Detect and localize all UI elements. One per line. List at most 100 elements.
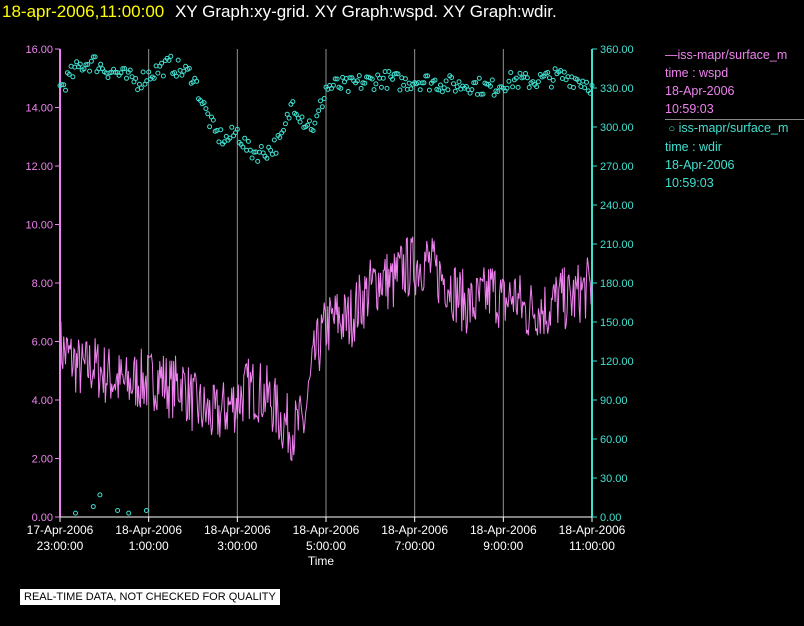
series-wdir-point [92, 54, 98, 60]
legend-wdir-date: 18-Apr-2006 [665, 158, 735, 172]
series-wdir-point [319, 104, 325, 110]
series-wdir-point [203, 106, 209, 112]
series-wdir-point [120, 66, 126, 72]
series-wdir-point [140, 69, 146, 75]
series-wdir-point [59, 82, 65, 88]
series-wdir-point [441, 85, 447, 91]
series-wdir-point [247, 147, 253, 153]
series-wdir-point [159, 60, 165, 66]
series-wdir-point [146, 69, 152, 75]
series-wdir-point [297, 119, 303, 125]
series-wdir-point [293, 111, 299, 117]
x-tick-label-time: 9:00:00 [483, 539, 523, 553]
y-right-tick-label: 240.00 [600, 200, 634, 212]
series-wdir-point [378, 84, 384, 90]
y-left-tick-label: 16.00 [25, 44, 53, 56]
x-tick-label-date: 18-Apr-2006 [559, 523, 626, 537]
series-wdir-point [508, 70, 514, 75]
series-wdir-point [251, 149, 257, 155]
series-wdir-outlier-point [115, 508, 121, 513]
window-title: 18-apr-2006,11:00:00 XY Graph:xy-grid. X… [2, 0, 557, 24]
series-wdir-point [504, 85, 510, 91]
y-right-tick-label: 30.00 [600, 473, 628, 485]
series-wdir-point [286, 115, 292, 121]
series-wdir-point [526, 85, 532, 90]
legend-divider [665, 119, 804, 120]
y-left-tick-label: 2.00 [32, 454, 53, 466]
series-wdir-point [476, 75, 482, 81]
series-wdir-point [255, 158, 261, 164]
series-wdir-point [395, 71, 401, 77]
series-wdir-point [175, 57, 181, 63]
series-wdir-outlier-point [97, 492, 103, 498]
x-tick-label-date: 18-Apr-2006 [381, 523, 448, 537]
series-wdir-point [354, 78, 360, 84]
series-wdir-point [487, 83, 493, 89]
legend-wdir-var: time : wdir [665, 140, 722, 154]
series-wdir-point [449, 75, 455, 80]
series-wdir-point [249, 155, 255, 161]
series-wdir-point [334, 76, 340, 82]
series-wdir-point [151, 75, 157, 81]
series-wdir-point [421, 80, 427, 86]
y-left-tick-label: 0.00 [32, 512, 53, 524]
series-wdir-point [432, 77, 438, 83]
series-wdir-point [356, 73, 362, 79]
series-wspd-line [59, 236, 593, 462]
series-wdir-point [439, 89, 445, 95]
y-left-tick-label: 4.00 [32, 395, 53, 407]
legend-wspd-time: 10:59:03 [665, 102, 714, 116]
series-wdir-point [201, 100, 207, 106]
series-wdir-point [386, 69, 392, 74]
series-wdir-point [345, 89, 351, 94]
series-wdir-point [380, 75, 386, 81]
series-wdir-point [534, 84, 540, 90]
y-right-tick-label: 330.00 [600, 83, 634, 95]
series-wdir-point [423, 73, 429, 79]
series-wdir-point [207, 124, 213, 130]
series-wdir-point [332, 76, 338, 82]
series-wdir-point [155, 70, 161, 76]
series-wdir-outlier-point [90, 504, 96, 510]
series-wdir-point [443, 78, 449, 84]
series-wdir-point [373, 81, 379, 87]
series-wdir-point [277, 135, 283, 140]
series-wdir-point [369, 76, 375, 82]
series-wdir-point [419, 80, 425, 86]
y-right-tick-label: 300.00 [600, 122, 634, 134]
series-wdir-point [229, 124, 235, 130]
y-right-tick-label: 180.00 [600, 278, 634, 290]
series-wdir-point [61, 82, 67, 88]
series-wdir-point [478, 91, 484, 97]
legend-wspd-date: 18-Apr-2006 [665, 84, 735, 98]
series-wdir-point [489, 77, 495, 83]
series-wdir-point [210, 117, 216, 123]
series-wdir-point [510, 84, 516, 90]
series-wdir-point [299, 114, 305, 120]
series-wdir-point [181, 68, 187, 74]
series-wdir-point [535, 79, 541, 85]
legend-wdir: ○ iss-mapr/surface_m time : wdir 18-Apr-… [665, 119, 804, 192]
series-wdir-point [445, 87, 451, 93]
series-wdir-point [438, 82, 443, 88]
series-wdir-point [205, 111, 211, 117]
series-wdir-point [268, 147, 274, 153]
y-left-tick-label: 6.00 [32, 337, 53, 349]
x-tick-label-time: 23:00:00 [37, 539, 84, 553]
series-wdir-point [397, 87, 403, 93]
series-wdir-point [312, 120, 318, 126]
legend-wspd-name: —iss-mapr/surface_m [665, 48, 788, 62]
y-right-tick-label: 90.00 [600, 395, 628, 407]
series-wdir-point [227, 135, 233, 141]
series-wdir-point [160, 73, 166, 79]
series-wdir-point [70, 74, 76, 80]
series-wdir-point [321, 96, 327, 101]
series-wdir-point [362, 80, 368, 86]
series-wdir-point [452, 88, 458, 94]
y-right-tick-label: 120.00 [600, 356, 634, 368]
series-wdir-point [451, 81, 456, 87]
y-right-tick-label: 60.00 [600, 434, 628, 446]
series-wdir-point [318, 98, 323, 104]
series-wdir-point [306, 118, 312, 124]
